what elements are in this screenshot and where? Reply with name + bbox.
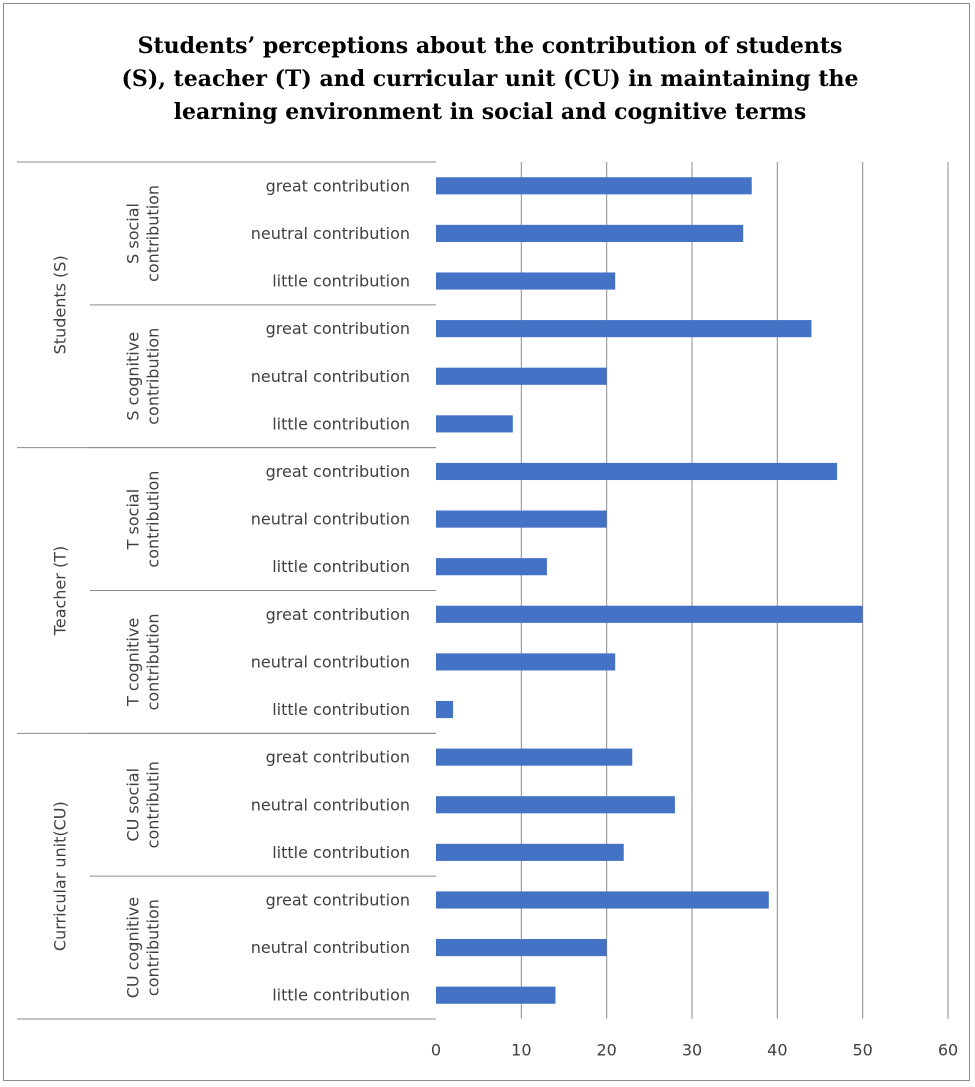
- tick-label: 20: [596, 1041, 616, 1060]
- category-label: little contribution: [272, 986, 410, 1005]
- tick-label: 50: [852, 1041, 872, 1060]
- bar: [436, 653, 616, 671]
- bar: [436, 177, 752, 195]
- bar: [436, 796, 675, 814]
- bar: [436, 462, 838, 481]
- category-label: little contribution: [272, 557, 410, 576]
- category-label: neutral contribution: [251, 224, 410, 243]
- bar: [436, 367, 607, 385]
- bar: [436, 510, 607, 528]
- tick-label: 60: [938, 1041, 958, 1060]
- group-label: Students (S): [51, 255, 70, 354]
- subgroup-label: contributin: [144, 761, 163, 848]
- category-label: little contribution: [272, 414, 410, 433]
- subgroup-label: T social: [124, 489, 143, 550]
- subgroup-label: contribution: [144, 471, 163, 568]
- category-label: little contribution: [272, 843, 410, 862]
- bar: [436, 605, 863, 623]
- subgroup-label: T cognitive: [124, 618, 143, 707]
- category-label: neutral contribution: [251, 367, 410, 386]
- subgroup-label: contribution: [144, 613, 163, 710]
- subgroup-label: contribution: [144, 328, 163, 425]
- category-label: great contribution: [266, 319, 410, 338]
- subgroup-label: S cognitive: [124, 332, 143, 421]
- tick-label: 30: [682, 1041, 702, 1060]
- tick-label: 0: [431, 1041, 441, 1060]
- subgroup-label: CU social: [124, 768, 143, 842]
- category-label: neutral contribution: [251, 652, 410, 671]
- category-label: great contribution: [266, 462, 410, 481]
- bar: [436, 986, 556, 1004]
- bar: [436, 700, 454, 719]
- category-label: great contribution: [266, 890, 410, 909]
- category-label: neutral contribution: [251, 795, 410, 814]
- category-label: little contribution: [272, 272, 410, 291]
- category-label: great contribution: [266, 748, 410, 767]
- bar: [436, 748, 633, 766]
- chart-title-line-1: Students’ perceptions about the contribu…: [137, 33, 843, 59]
- chart-title-line-3: learning environment in social and cogni…: [173, 99, 807, 125]
- bar: [436, 272, 616, 290]
- subgroup-label: contribution: [144, 899, 163, 996]
- bar: [436, 939, 607, 957]
- group-label: Teacher (T): [51, 546, 70, 636]
- subgroup-label: CU cognitive: [124, 897, 143, 998]
- category-label: great contribution: [266, 605, 410, 624]
- bar: [436, 415, 513, 433]
- category-label: little contribution: [272, 700, 410, 719]
- group-label: Curricular unit(CU): [51, 801, 70, 951]
- bar: [436, 320, 812, 338]
- tick-label: 10: [511, 1041, 531, 1060]
- category-label: neutral contribution: [251, 938, 410, 957]
- chart-title: Students’ perceptions about the contribu…: [100, 30, 880, 129]
- category-label: neutral contribution: [251, 510, 410, 529]
- bar: [436, 224, 744, 242]
- bar: [436, 891, 769, 909]
- bar: [436, 843, 624, 861]
- subgroup-label: S social: [124, 203, 143, 264]
- bar: [436, 558, 547, 576]
- chart-title-line-2: (S), teacher (T) and curricular unit (CU…: [121, 66, 859, 92]
- subgroup-label: contribution: [144, 185, 163, 282]
- category-label: great contribution: [266, 176, 410, 195]
- tick-label: 40: [767, 1041, 787, 1060]
